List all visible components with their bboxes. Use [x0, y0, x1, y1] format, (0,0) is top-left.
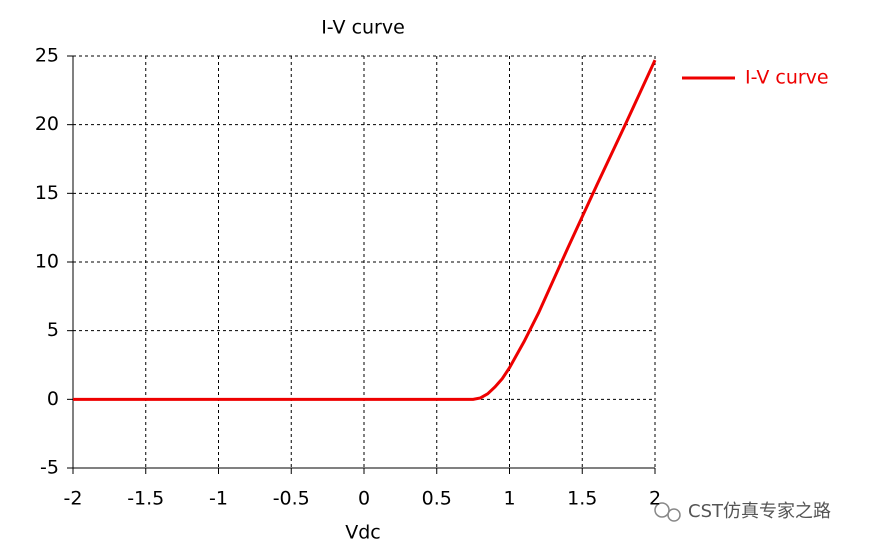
y-tick-label: 5	[47, 319, 59, 341]
watermark-icon	[654, 502, 681, 522]
x-tick-label: -0.5	[273, 488, 310, 510]
x-axis-label: Vdc	[345, 522, 381, 544]
chart-title: I-V curve	[321, 17, 405, 39]
x-tick-label: 1	[503, 488, 515, 510]
x-tick-label: 1.5	[567, 488, 597, 510]
y-tick-label: -5	[40, 457, 59, 479]
y-tick-label: 10	[35, 251, 59, 273]
legend-label: I-V curve	[745, 67, 829, 89]
x-tick-label: -1	[209, 488, 228, 510]
x-tick-label: 0	[358, 488, 370, 510]
y-tick-label: 0	[47, 388, 59, 410]
data-line	[73, 59, 657, 401]
x-tick-label: 0.5	[422, 488, 452, 510]
y-tick-label: 15	[35, 182, 59, 204]
y-tick-label: 25	[35, 45, 59, 67]
x-tick-label: -1.5	[127, 488, 164, 510]
watermark: CST仿真专家之路	[688, 501, 831, 522]
y-tick-label: 20	[35, 113, 59, 135]
x-tick-label: -2	[64, 488, 83, 510]
x-tick-label: 2	[649, 488, 661, 510]
